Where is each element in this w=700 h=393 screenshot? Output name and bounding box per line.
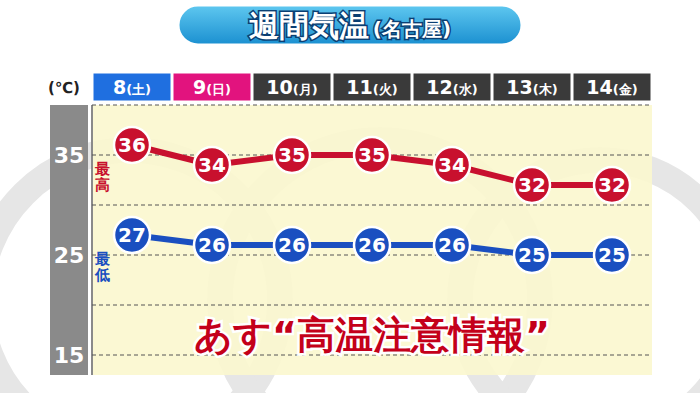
weekday: (火) bbox=[373, 82, 398, 97]
x-tick-label: 14(金) bbox=[586, 76, 637, 98]
point bbox=[354, 137, 390, 173]
header-cell bbox=[333, 73, 411, 101]
point bbox=[594, 167, 630, 203]
weekday: (木) bbox=[533, 82, 558, 97]
point bbox=[194, 147, 230, 183]
data-label: 26 bbox=[358, 233, 386, 257]
legend-char: 低 bbox=[94, 266, 110, 284]
data-label: 25 bbox=[598, 243, 626, 267]
data-label: 32 bbox=[518, 173, 546, 197]
x-tick-label: 9(日) bbox=[193, 76, 231, 98]
weekday: (土) bbox=[126, 82, 151, 97]
minor-grid-line bbox=[92, 205, 652, 206]
point bbox=[274, 137, 310, 173]
point bbox=[594, 237, 630, 273]
point bbox=[514, 167, 550, 203]
data-label: 35 bbox=[358, 143, 386, 167]
data-label: 34 bbox=[438, 153, 466, 177]
header-cell bbox=[93, 73, 171, 101]
weekday: (日) bbox=[206, 82, 231, 97]
legend-char: 高 bbox=[95, 176, 110, 194]
x-tick-label: 13(木) bbox=[506, 76, 557, 98]
title-pill bbox=[178, 5, 522, 45]
day-number: 10 bbox=[266, 76, 292, 98]
point bbox=[434, 147, 470, 183]
y-tick-label: 15 bbox=[54, 343, 85, 368]
x-tick-label: 8(土) bbox=[113, 76, 151, 98]
weekday: (月) bbox=[293, 82, 318, 97]
y-axis-line bbox=[91, 105, 93, 375]
point bbox=[114, 127, 150, 163]
data-label: 32 bbox=[598, 173, 626, 197]
data-label: 26 bbox=[198, 233, 226, 257]
data-label: 26 bbox=[278, 233, 306, 257]
y-tick-label: 25 bbox=[54, 243, 85, 268]
header-cell bbox=[493, 73, 571, 101]
plot-area bbox=[92, 105, 652, 375]
point bbox=[354, 227, 390, 263]
day-number: 12 bbox=[426, 76, 452, 98]
point bbox=[194, 227, 230, 263]
title-main: 週間気温 bbox=[249, 8, 369, 43]
x-tick-label: 11(火) bbox=[346, 76, 397, 98]
data-label: 36 bbox=[118, 133, 146, 157]
axis-band bbox=[50, 105, 88, 375]
day-number: 11 bbox=[346, 76, 372, 98]
weekday: (金) bbox=[613, 82, 638, 97]
day-number: 13 bbox=[506, 76, 532, 98]
weekday: (水) bbox=[453, 82, 478, 97]
annotation: あす“高温注意情報” bbox=[194, 313, 550, 357]
point bbox=[434, 227, 470, 263]
legend-label: 最低 bbox=[94, 250, 110, 284]
minor-grid-line bbox=[92, 305, 652, 306]
header-cell bbox=[573, 73, 651, 101]
y-axis-label: (℃) bbox=[48, 79, 80, 97]
day-number: 8 bbox=[113, 76, 126, 98]
y-tick-label: 35 bbox=[54, 143, 85, 168]
subtitle: (名古屋) bbox=[373, 17, 451, 41]
chart: 週間気温(名古屋) (℃) 8(土) 9(日) 10(月) 11(火) 12(水) 13(木)… bbox=[0, 0, 700, 393]
data-label: 27 bbox=[118, 223, 146, 247]
title: 週間気温(名古屋) bbox=[249, 8, 451, 43]
header-cell bbox=[173, 73, 251, 101]
header-cell bbox=[413, 73, 491, 101]
data-label: 25 bbox=[518, 243, 546, 267]
minor-grid-line bbox=[92, 105, 652, 106]
x-tick-label: 10(月) bbox=[266, 76, 317, 98]
day-number: 14 bbox=[586, 76, 612, 98]
data-label: 35 bbox=[278, 143, 306, 167]
data-label: 34 bbox=[198, 153, 226, 177]
data-labels: 36 34 35 35 34 32 32 27 26 26 26 26 25 25 bbox=[118, 133, 626, 267]
point bbox=[274, 227, 310, 263]
x-tick-label: 12(水) bbox=[426, 76, 477, 98]
point bbox=[514, 237, 550, 273]
marks bbox=[114, 127, 630, 273]
day-number: 9 bbox=[193, 76, 206, 98]
header-cell bbox=[253, 73, 331, 101]
point bbox=[114, 217, 150, 253]
data-label: 26 bbox=[438, 233, 466, 257]
legend-label: 最高 bbox=[94, 160, 110, 194]
